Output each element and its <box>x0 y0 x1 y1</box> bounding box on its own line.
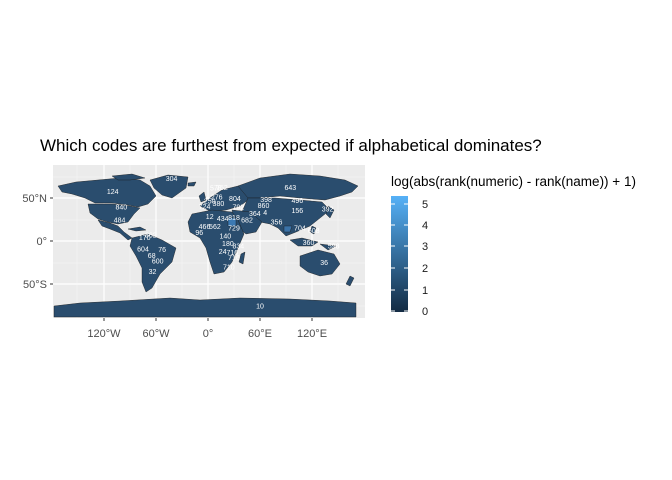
country-code-label: 250 <box>204 199 216 206</box>
country-code-label: 380 <box>213 201 225 208</box>
country-code-label: 818 <box>228 215 240 222</box>
country-iceland <box>187 181 197 187</box>
country-code-label: 304 <box>166 176 178 183</box>
continent-south-america <box>129 233 177 293</box>
plot-title: Which codes are furthest from expected i… <box>40 136 542 155</box>
canadian-arctic-islands <box>111 173 146 181</box>
country-code-label: 710 <box>223 265 235 272</box>
country-code-label: 12 <box>206 214 214 221</box>
country-thailand <box>283 225 293 233</box>
y-tick-label: 50°N <box>22 193 47 205</box>
country-usa <box>87 203 141 225</box>
legend-tick-label: 5 <box>422 199 428 211</box>
country-indonesia <box>289 237 319 247</box>
country-code-label: 392 <box>322 206 334 213</box>
country-code-label: 608 <box>308 228 320 235</box>
country-code-label: 682 <box>241 218 253 225</box>
country-code-label: 729 <box>228 226 240 233</box>
country-code-label: 360 <box>303 240 315 247</box>
country-code-label: 716 <box>228 255 240 262</box>
country-code-label: 32 <box>149 269 157 276</box>
country-code-label: 398 <box>260 197 272 204</box>
country-uk <box>198 191 207 203</box>
country-code-label: 643 <box>284 185 296 192</box>
country-code-label: 752 <box>216 185 228 192</box>
country-code-label: 180 <box>222 241 234 248</box>
x-tick-labels: 120°W 60°W 0° 60°E 120°E <box>87 328 327 340</box>
country-code-label: 356 <box>271 219 283 226</box>
country-code-label: 860 <box>258 203 270 210</box>
country-code-label: 792 <box>232 205 244 212</box>
country-code-label: 276 <box>211 194 223 201</box>
country-canada <box>57 177 157 208</box>
x-tick-label: 60°E <box>248 328 272 340</box>
legend-colorbar <box>391 196 408 312</box>
country-code-label: 156 <box>291 208 303 215</box>
country-code-label: 10 <box>256 304 264 311</box>
country-greenland <box>149 174 189 199</box>
caribbean-islands <box>127 226 147 232</box>
legend-tick-label: 2 <box>422 263 428 275</box>
country-code-label: 140 <box>219 233 231 240</box>
country-code-label: 484 <box>114 218 126 225</box>
country-code-label: 804 <box>229 196 241 203</box>
country-russia <box>237 173 359 201</box>
country-code-label: 96 <box>195 230 203 237</box>
highlighted-countries <box>227 217 293 233</box>
y-tick-labels: 50°N 0° 50°S <box>22 193 47 291</box>
y-tick-label: 0° <box>36 236 47 248</box>
legend-tick-label: 3 <box>422 241 428 253</box>
country-code-label: 562 <box>209 224 221 231</box>
country-code-label: 604 <box>137 246 149 253</box>
axis-ticks <box>50 197 313 321</box>
country-code-label: 496 <box>291 198 303 205</box>
legend-tick-label: 4 <box>422 220 428 232</box>
country-madagascar <box>238 251 246 265</box>
continent-antarctica <box>53 297 357 318</box>
country-code-label: 840 <box>115 205 127 212</box>
country-code-label: 76 <box>158 247 166 254</box>
country-code-label: 434 <box>217 216 229 223</box>
country-japan <box>325 205 335 219</box>
country-code-label: 704 <box>294 226 306 233</box>
country-code-label: 466 <box>199 224 211 231</box>
country-code-label: 578 <box>210 186 222 193</box>
country-code-label: 364 <box>249 211 261 218</box>
legend-title: log(abs(rank(numeric) - rank(name)) + 1) <box>391 174 636 189</box>
country-code-label: 170 <box>139 235 151 242</box>
country-code-label: 598 <box>328 244 340 251</box>
x-tick-label: 120°E <box>297 328 327 340</box>
country-code-label: 4 <box>263 210 267 217</box>
country-philippines <box>309 225 317 235</box>
x-tick-label: 0° <box>203 328 214 340</box>
legend-tick-label: 1 <box>422 285 428 297</box>
country-new-zealand <box>345 275 355 287</box>
country-code-label: 834 <box>232 244 244 251</box>
country-polygons <box>53 173 359 318</box>
legend-ticks <box>391 203 408 312</box>
country-code-label: 862 <box>145 232 157 239</box>
country-code-label: 724 <box>199 204 211 211</box>
country-code-label: 124 <box>107 189 119 196</box>
country-code-label: 36 <box>320 260 328 267</box>
country-code-label: 600 <box>152 258 164 265</box>
y-tick-label: 50°S <box>23 279 47 291</box>
x-tick-label: 60°W <box>142 328 170 340</box>
country-papua-new-guinea <box>319 243 337 251</box>
x-tick-label: 120°W <box>87 328 121 340</box>
country-code-label: 716 <box>226 250 238 257</box>
legend-tick-label: 0 <box>422 306 428 318</box>
country-australia <box>299 249 341 277</box>
country-mexico <box>97 219 133 241</box>
country-code-label: 24 <box>219 249 227 256</box>
legend-tick-labels: 0 1 2 3 4 5 <box>422 199 428 318</box>
country-ethiopia <box>227 217 237 227</box>
country-code-label: 68 <box>148 253 156 260</box>
